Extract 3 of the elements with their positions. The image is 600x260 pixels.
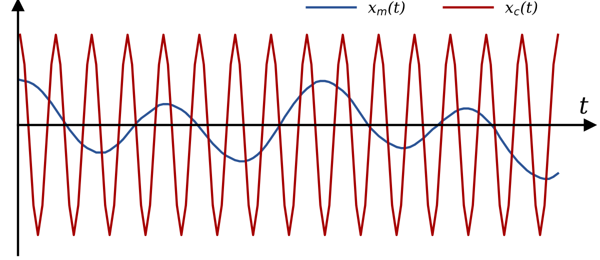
legend-label: x$_{c}$(t) <box>505 1 538 16</box>
legend-label: x$_{m}$(t) <box>368 1 405 16</box>
x-axis-title: t <box>580 97 588 114</box>
